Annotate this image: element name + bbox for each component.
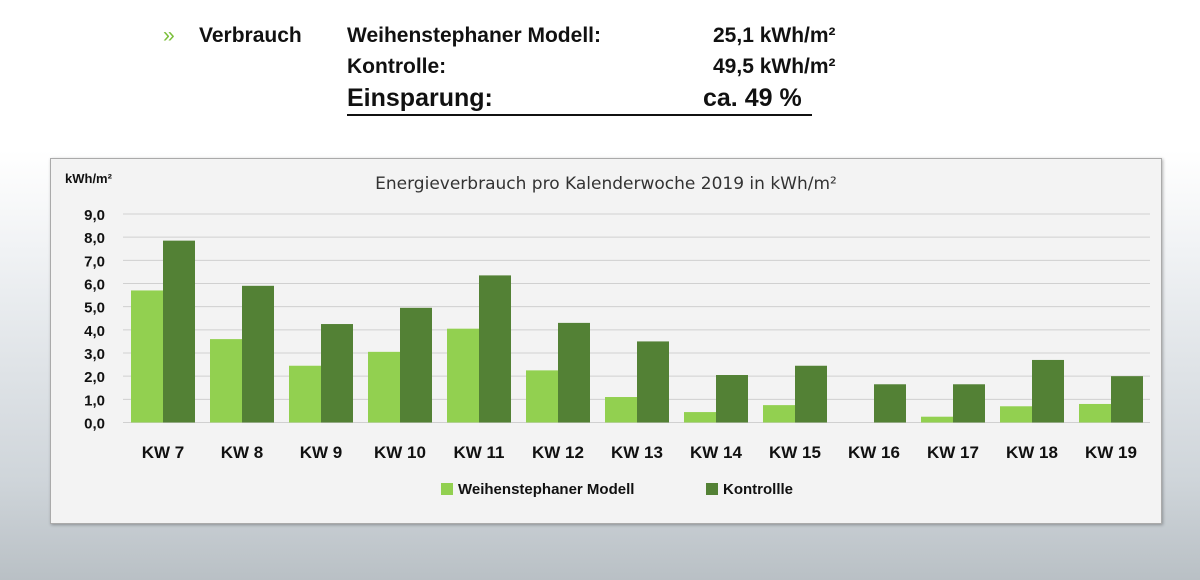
- bar-control: [558, 322, 590, 423]
- bar-model: [1079, 403, 1111, 423]
- x-tick-label: KW 11: [453, 443, 504, 462]
- bar-control: [637, 341, 669, 423]
- y-tick-label: 2,0: [84, 369, 105, 386]
- y-tick-label: 7,0: [84, 253, 105, 270]
- consumption-label: Verbrauch: [199, 24, 302, 47]
- x-tick-label: KW 18: [1006, 443, 1058, 462]
- x-tick-label: KW 19: [1085, 443, 1137, 462]
- control-label: Kontrolle:: [347, 55, 447, 78]
- control-value: 49,5 kWh/m²: [713, 55, 836, 78]
- x-tick-label: KW 15: [769, 443, 821, 462]
- x-tick-label: KW 13: [611, 443, 663, 462]
- y-tick-label: 6,0: [84, 277, 105, 294]
- bar-control: [716, 375, 748, 423]
- model-label: Weihenstephaner Modell:: [347, 24, 601, 47]
- bar-control: [874, 384, 906, 423]
- x-tick-label: KW 8: [221, 443, 264, 462]
- y-axis-label: kWh/m²: [65, 171, 113, 186]
- chart-title: Energieverbrauch pro Kalenderwoche 2019 …: [375, 174, 837, 194]
- savings-value: ca. 49 %: [703, 84, 802, 112]
- x-tick-label: KW 12: [532, 443, 584, 462]
- y-tick-label: 4,0: [84, 323, 105, 340]
- x-tick-label: KW 10: [374, 443, 426, 462]
- model-value: 25,1 kWh/m²: [713, 24, 836, 47]
- bar-control: [479, 275, 511, 423]
- bar-model: [289, 365, 321, 423]
- bar-model: [1000, 406, 1032, 423]
- y-tick-label: 1,0: [84, 392, 105, 409]
- bar-model: [210, 339, 242, 423]
- x-tick-label: KW 9: [300, 443, 343, 462]
- bar-model: [368, 351, 400, 423]
- bar-model: [763, 405, 795, 423]
- legend-swatch: [441, 483, 453, 495]
- bar-control: [242, 285, 274, 423]
- y-tick-label: 8,0: [84, 230, 105, 247]
- y-tick-label: 9,0: [84, 207, 105, 224]
- bar-model: [921, 416, 953, 423]
- y-tick-label: 0,0: [84, 416, 105, 433]
- x-tick-label: KW 17: [927, 443, 979, 462]
- chart-panel: Energieverbrauch pro Kalenderwoche 2019 …: [50, 158, 1162, 524]
- legend-swatch: [706, 483, 718, 495]
- bar-model: [605, 397, 637, 423]
- savings-underline: [347, 114, 812, 116]
- bar-control: [1032, 359, 1064, 423]
- bar-control: [163, 240, 195, 423]
- x-tick-label: KW 7: [142, 443, 185, 462]
- bar-control: [953, 384, 985, 423]
- legend-label: Weihenstephaner Modell: [458, 481, 634, 498]
- bar-model: [131, 290, 163, 423]
- bar-chart: Energieverbrauch pro Kalenderwoche 2019 …: [65, 171, 1150, 498]
- bullet-icon: »: [163, 24, 175, 47]
- bar-model: [684, 412, 716, 423]
- y-tick-label: 3,0: [84, 346, 105, 363]
- y-tick-label: 5,0: [84, 300, 105, 317]
- x-tick-label: KW 16: [848, 443, 900, 462]
- x-tick-label: KW 14: [690, 443, 743, 462]
- bar-model: [447, 328, 479, 423]
- bar-control: [321, 324, 353, 423]
- bar-control: [1111, 376, 1143, 423]
- legend-label: Kontrollle: [723, 481, 793, 498]
- bar-model: [526, 370, 558, 423]
- bar-control: [795, 365, 827, 423]
- bar-control: [400, 307, 432, 423]
- savings-label: Einsparung:: [347, 84, 493, 112]
